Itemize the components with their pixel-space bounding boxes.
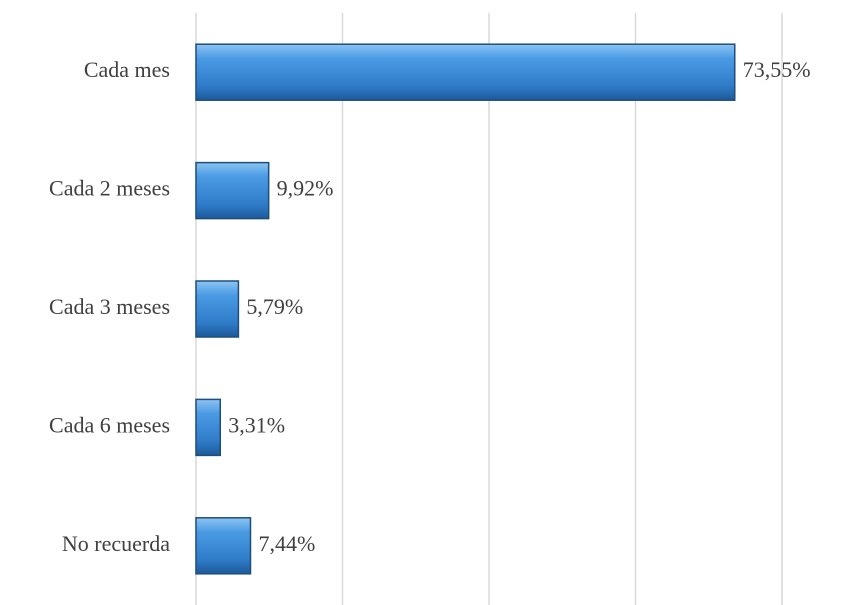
- bar: [195, 43, 736, 101]
- y-tick-label: Cada 3 meses: [49, 294, 170, 319]
- y-tick-label: Cada 6 meses: [49, 412, 170, 437]
- bar: [195, 161, 270, 220]
- value-label: 5,79%: [246, 294, 303, 319]
- value-label: 73,55%: [743, 57, 811, 82]
- bar: [195, 398, 221, 457]
- value-label: 3,31%: [228, 412, 285, 437]
- y-tick-label: Cada mes: [84, 57, 170, 82]
- bar: [195, 280, 240, 338]
- y-tick-label: Cada 2 meses: [49, 176, 170, 201]
- value-label: 7,44%: [258, 531, 315, 556]
- bar: [195, 517, 252, 575]
- value-label: 9,92%: [277, 176, 334, 201]
- y-tick-label: No recuerda: [62, 531, 170, 556]
